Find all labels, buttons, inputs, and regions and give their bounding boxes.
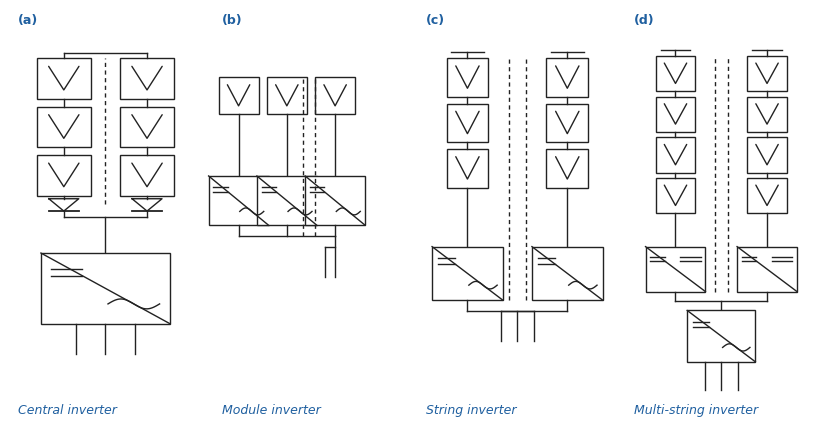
Bar — [315, 78, 355, 115]
Bar — [645, 247, 706, 292]
Bar — [546, 104, 588, 143]
Bar — [120, 59, 174, 100]
Bar — [447, 104, 488, 143]
Bar — [432, 247, 503, 301]
Bar — [655, 179, 696, 214]
Bar — [747, 98, 787, 132]
Bar — [120, 108, 174, 148]
Bar — [546, 150, 588, 188]
Bar — [687, 311, 756, 362]
Text: (d): (d) — [634, 14, 655, 27]
Bar — [267, 78, 306, 115]
Bar — [305, 177, 365, 226]
Bar — [120, 156, 174, 196]
Text: Central inverter: Central inverter — [18, 403, 117, 416]
Text: (a): (a) — [18, 14, 38, 27]
Bar — [655, 57, 696, 92]
Bar — [532, 247, 603, 301]
Bar — [655, 138, 696, 173]
Bar — [37, 59, 91, 100]
Bar — [747, 138, 787, 173]
Text: (c): (c) — [426, 14, 445, 27]
Bar — [655, 98, 696, 132]
Bar — [747, 57, 787, 92]
Text: (b): (b) — [222, 14, 242, 27]
Bar — [37, 108, 91, 148]
Bar — [209, 177, 269, 226]
Bar — [447, 150, 488, 188]
Text: Multi-string inverter: Multi-string inverter — [634, 403, 758, 416]
Bar — [37, 156, 91, 196]
Bar — [41, 253, 170, 324]
Bar — [219, 78, 259, 115]
Bar — [257, 177, 316, 226]
Text: String inverter: String inverter — [426, 403, 516, 416]
Bar — [447, 59, 488, 98]
Bar — [737, 247, 797, 292]
Text: Module inverter: Module inverter — [222, 403, 321, 416]
Bar — [546, 59, 588, 98]
Bar — [747, 179, 787, 214]
